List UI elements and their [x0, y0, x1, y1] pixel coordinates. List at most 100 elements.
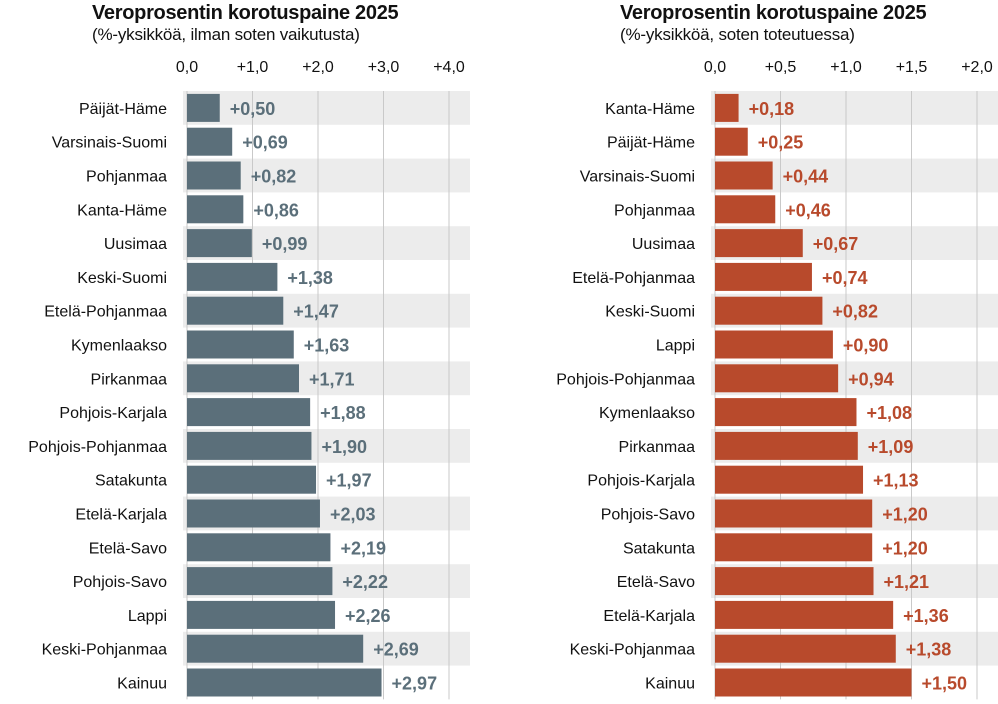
category-label: Pohjois-Karjala	[59, 405, 167, 422]
category-label: Pohjois-Savo	[601, 507, 695, 524]
category-label: Kanta-Häme	[77, 202, 167, 219]
bar	[715, 330, 833, 359]
bar	[187, 93, 220, 122]
category-label: Etelä-Savo	[617, 574, 695, 591]
chart-subtitle: (%-yksikköä, soten toteutuessa)	[620, 25, 855, 44]
category-label: Päijät-Häme	[607, 135, 695, 152]
data-label: +0,69	[242, 133, 288, 153]
data-label: +1,20	[882, 505, 928, 525]
x-tick-label: +2,0	[302, 59, 334, 76]
category-label: Lappi	[656, 338, 695, 355]
x-tick-label: +1,5	[896, 59, 928, 76]
data-label: +0,82	[832, 302, 878, 322]
bar	[715, 229, 803, 258]
bar	[187, 161, 241, 190]
bar	[715, 127, 748, 156]
chart-subtitle: (%-yksikköä, ilman soten vaikutusta)	[92, 25, 360, 44]
chart-title: Veroprosentin korotuspaine 2025	[620, 2, 927, 24]
bar	[715, 668, 912, 697]
bar	[187, 668, 382, 697]
category-label: Pohjanmaa	[86, 169, 167, 186]
data-label: +1,63	[304, 336, 350, 356]
bar	[715, 296, 823, 325]
category-label: Lappi	[128, 608, 167, 625]
data-label: +1,71	[309, 369, 355, 389]
data-label: +0,99	[262, 234, 308, 254]
bar	[187, 364, 300, 393]
data-label: +1,09	[868, 437, 914, 457]
data-label: +2,22	[342, 572, 388, 592]
x-tick-label: +2,0	[961, 59, 993, 76]
category-label: Etelä-Pohjanmaa	[572, 270, 695, 287]
bar	[187, 229, 252, 258]
category-label: Uusimaa	[104, 236, 167, 253]
data-label: +0,94	[848, 369, 894, 389]
category-label: Uusimaa	[632, 236, 695, 253]
category-label: Kymenlaakso	[599, 405, 695, 422]
bar	[187, 465, 317, 494]
data-label: +0,25	[758, 133, 804, 153]
bar	[715, 262, 812, 291]
x-tick-label: 0,0	[704, 59, 726, 76]
category-label: Varsinais-Suomi	[580, 169, 695, 186]
data-label: +0,90	[843, 336, 889, 356]
category-label: Etelä-Karjala	[75, 507, 167, 524]
data-label: +2,69	[373, 640, 419, 660]
data-label: +1,38	[287, 268, 333, 288]
bar	[187, 567, 333, 596]
category-label: Keski-Pohjanmaa	[570, 642, 696, 659]
category-label: Pohjois-Karjala	[587, 473, 695, 490]
data-label: +0,50	[230, 99, 276, 119]
data-label: +0,82	[251, 167, 297, 187]
category-label: Kymenlaakso	[71, 338, 167, 355]
bar	[187, 262, 278, 291]
data-label: +1,47	[293, 302, 339, 322]
data-label: +0,44	[783, 167, 829, 187]
category-label: Varsinais-Suomi	[52, 135, 167, 152]
bar-chart-left: 0,0 +1,0 +2,0 +3,0 +4,0 Päijät-Häme +0,50 Varsi…	[28, 59, 470, 700]
bar	[715, 499, 873, 528]
bar-chart-right: 0,0 +0,5 +1,0 +1,5 +2,0 Kanta-Häme +0,18 Päijät…	[556, 59, 998, 700]
data-label: +0,18	[749, 99, 795, 119]
chart-panel-right: Veroprosentin korotuspaine 2025 (%-yksik…	[528, 0, 998, 704]
data-label: +0,67	[813, 234, 859, 254]
bar	[715, 600, 894, 629]
data-label: +1,20	[882, 538, 928, 558]
bar	[715, 195, 776, 224]
chart-panel-left: Veroprosentin korotuspaine 2025 (%-yksik…	[0, 0, 470, 704]
category-label: Satakunta	[623, 540, 695, 557]
bar	[715, 93, 739, 122]
data-label: +1,90	[321, 437, 367, 457]
bar	[187, 499, 320, 528]
data-label: +2,03	[330, 505, 376, 525]
data-label: +1,36	[903, 606, 949, 626]
x-tick-label: +0,5	[765, 59, 797, 76]
category-label: Keski-Pohjanmaa	[42, 642, 168, 659]
data-label: +0,86	[253, 200, 299, 220]
x-tick-label: +4,0	[433, 59, 465, 76]
category-label: Kanta-Häme	[605, 101, 695, 118]
x-tick-label: 0,0	[176, 59, 198, 76]
category-label: Satakunta	[95, 473, 167, 490]
category-label: Pohjois-Pohjanmaa	[28, 439, 167, 456]
chart-title: Veroprosentin korotuspaine 2025	[92, 2, 399, 24]
category-label: Pohjois-Savo	[73, 574, 167, 591]
category-label: Päijät-Häme	[79, 101, 167, 118]
bar	[715, 465, 864, 494]
category-label: Kainuu	[645, 676, 695, 693]
data-label: +2,19	[340, 538, 386, 558]
data-label: +1,88	[320, 403, 366, 423]
row-band	[183, 91, 470, 125]
bar	[715, 161, 773, 190]
category-label: Etelä-Karjala	[603, 608, 695, 625]
data-label: +2,97	[392, 674, 438, 694]
bar	[715, 634, 896, 663]
bar	[715, 567, 874, 596]
bar	[187, 296, 284, 325]
category-label: Keski-Suomi	[77, 270, 167, 287]
bar	[187, 600, 336, 629]
data-label: +1,97	[326, 471, 372, 491]
category-label: Kainuu	[117, 676, 167, 693]
data-label: +1,21	[884, 572, 930, 592]
bar	[187, 195, 244, 224]
